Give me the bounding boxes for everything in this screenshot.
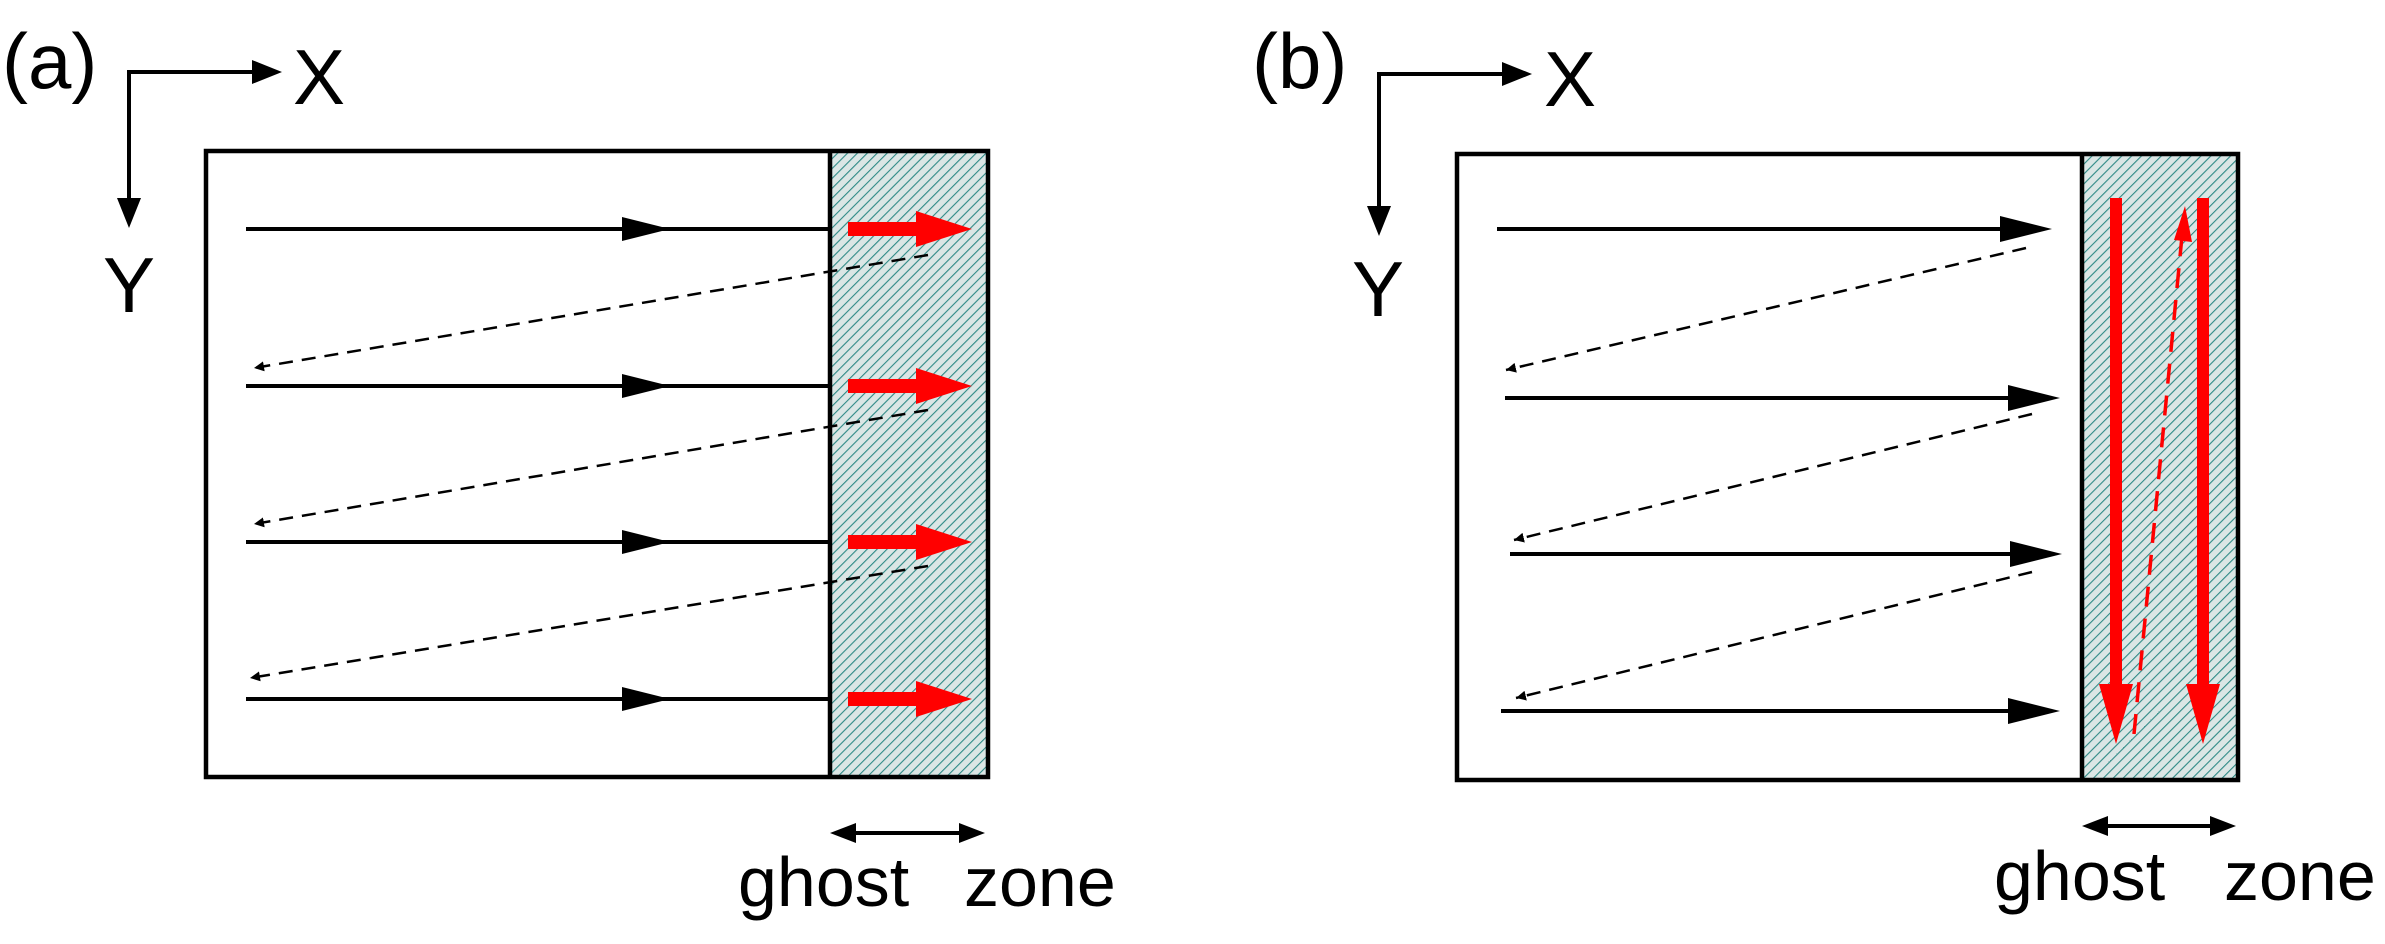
panel-a-width-right-arrowhead [959, 823, 985, 843]
panel-a-zone-label: zone [964, 843, 1116, 921]
panel-a-width-left-arrowhead [830, 823, 856, 843]
panel-b-y-label: Y [1352, 245, 1404, 333]
panel-a-ghost-width-indicator [830, 823, 985, 843]
panel-a-ghost-arrow-1-head [916, 211, 972, 247]
panel-b-x-axis-arrowhead [1502, 62, 1532, 86]
panel-b-ghost-label: ghost [1994, 837, 2165, 915]
panel-a-axes: X Y [103, 33, 345, 329]
panel-a-ghost-label: ghost [738, 843, 909, 921]
panel-a-scan-row-4-arrowhead [622, 687, 670, 711]
panel-a-ghost-arrow-2-head [916, 368, 972, 404]
panel-b-width-left-arrowhead [2082, 816, 2108, 836]
panel-a-scan-row-3-arrowhead [622, 530, 670, 554]
panel-a-y-axis-arrowhead [117, 198, 141, 228]
panel-b-return-line-3 [1515, 570, 2033, 701]
panel-a-ghost-arrow-4-head [916, 681, 972, 717]
panel-a-scan-row-2-arrowhead [622, 374, 670, 398]
panel-b-y-axis-arrowhead [1367, 206, 1391, 236]
panel-a-ghost-arrows [848, 211, 972, 717]
panel-a-label: (a) [2, 17, 97, 105]
panel-b-zone-label: zone [2224, 837, 2376, 915]
panel-b: (b) X Y [1252, 17, 2376, 915]
panel-a-return-line-1 [253, 253, 929, 372]
panel-a-y-label: Y [103, 241, 155, 329]
panel-b-x-label: X [1544, 35, 1596, 123]
panel-b-ghost-width-indicator [2082, 816, 2236, 836]
panel-b-axes: X Y [1352, 35, 1596, 333]
panel-a-scan-rows [246, 217, 830, 711]
panel-a: (a) X Y [2, 17, 1116, 921]
panel-b-scan-row-3-arrowhead [2010, 541, 2062, 567]
panel-b-ghost-down-arrow-1-head [2099, 684, 2133, 744]
panel-b-scan-row-1-arrowhead [2000, 216, 2052, 242]
panel-a-scan-row-1-arrowhead [622, 217, 670, 241]
panel-a-ghost-zone [830, 151, 988, 777]
panel-b-return-line-2 [1513, 412, 2033, 543]
panel-a-return-lines [249, 253, 929, 682]
panel-a-return-line-3 [249, 564, 929, 682]
panel-a-return-line-2 [253, 408, 929, 528]
panel-b-scan-row-4-arrowhead [2008, 698, 2060, 724]
panel-a-domain-box [203, 148, 991, 780]
panel-a-x-label: X [293, 33, 345, 121]
panel-b-ghost-return-dashed-head [2174, 206, 2192, 242]
panel-b-domain-box [1454, 151, 2241, 783]
panel-b-ghost-down-arrow-2-head [2186, 684, 2220, 744]
panel-b-return-lines [1505, 246, 2033, 701]
panel-b-return-line-1 [1505, 246, 2027, 373]
panel-b-width-right-arrowhead [2210, 816, 2236, 836]
panel-b-scan-rows [1497, 216, 2062, 724]
panel-b-scan-row-2-arrowhead [2008, 385, 2060, 411]
panel-a-x-axis-arrowhead [252, 60, 282, 84]
panel-b-ghost-return-dashed [2132, 235, 2184, 735]
panel-b-label: (b) [1252, 17, 1347, 105]
panel-b-ghost-arrows [2099, 198, 2220, 744]
panel-a-ghost-arrow-3-head [916, 524, 972, 560]
